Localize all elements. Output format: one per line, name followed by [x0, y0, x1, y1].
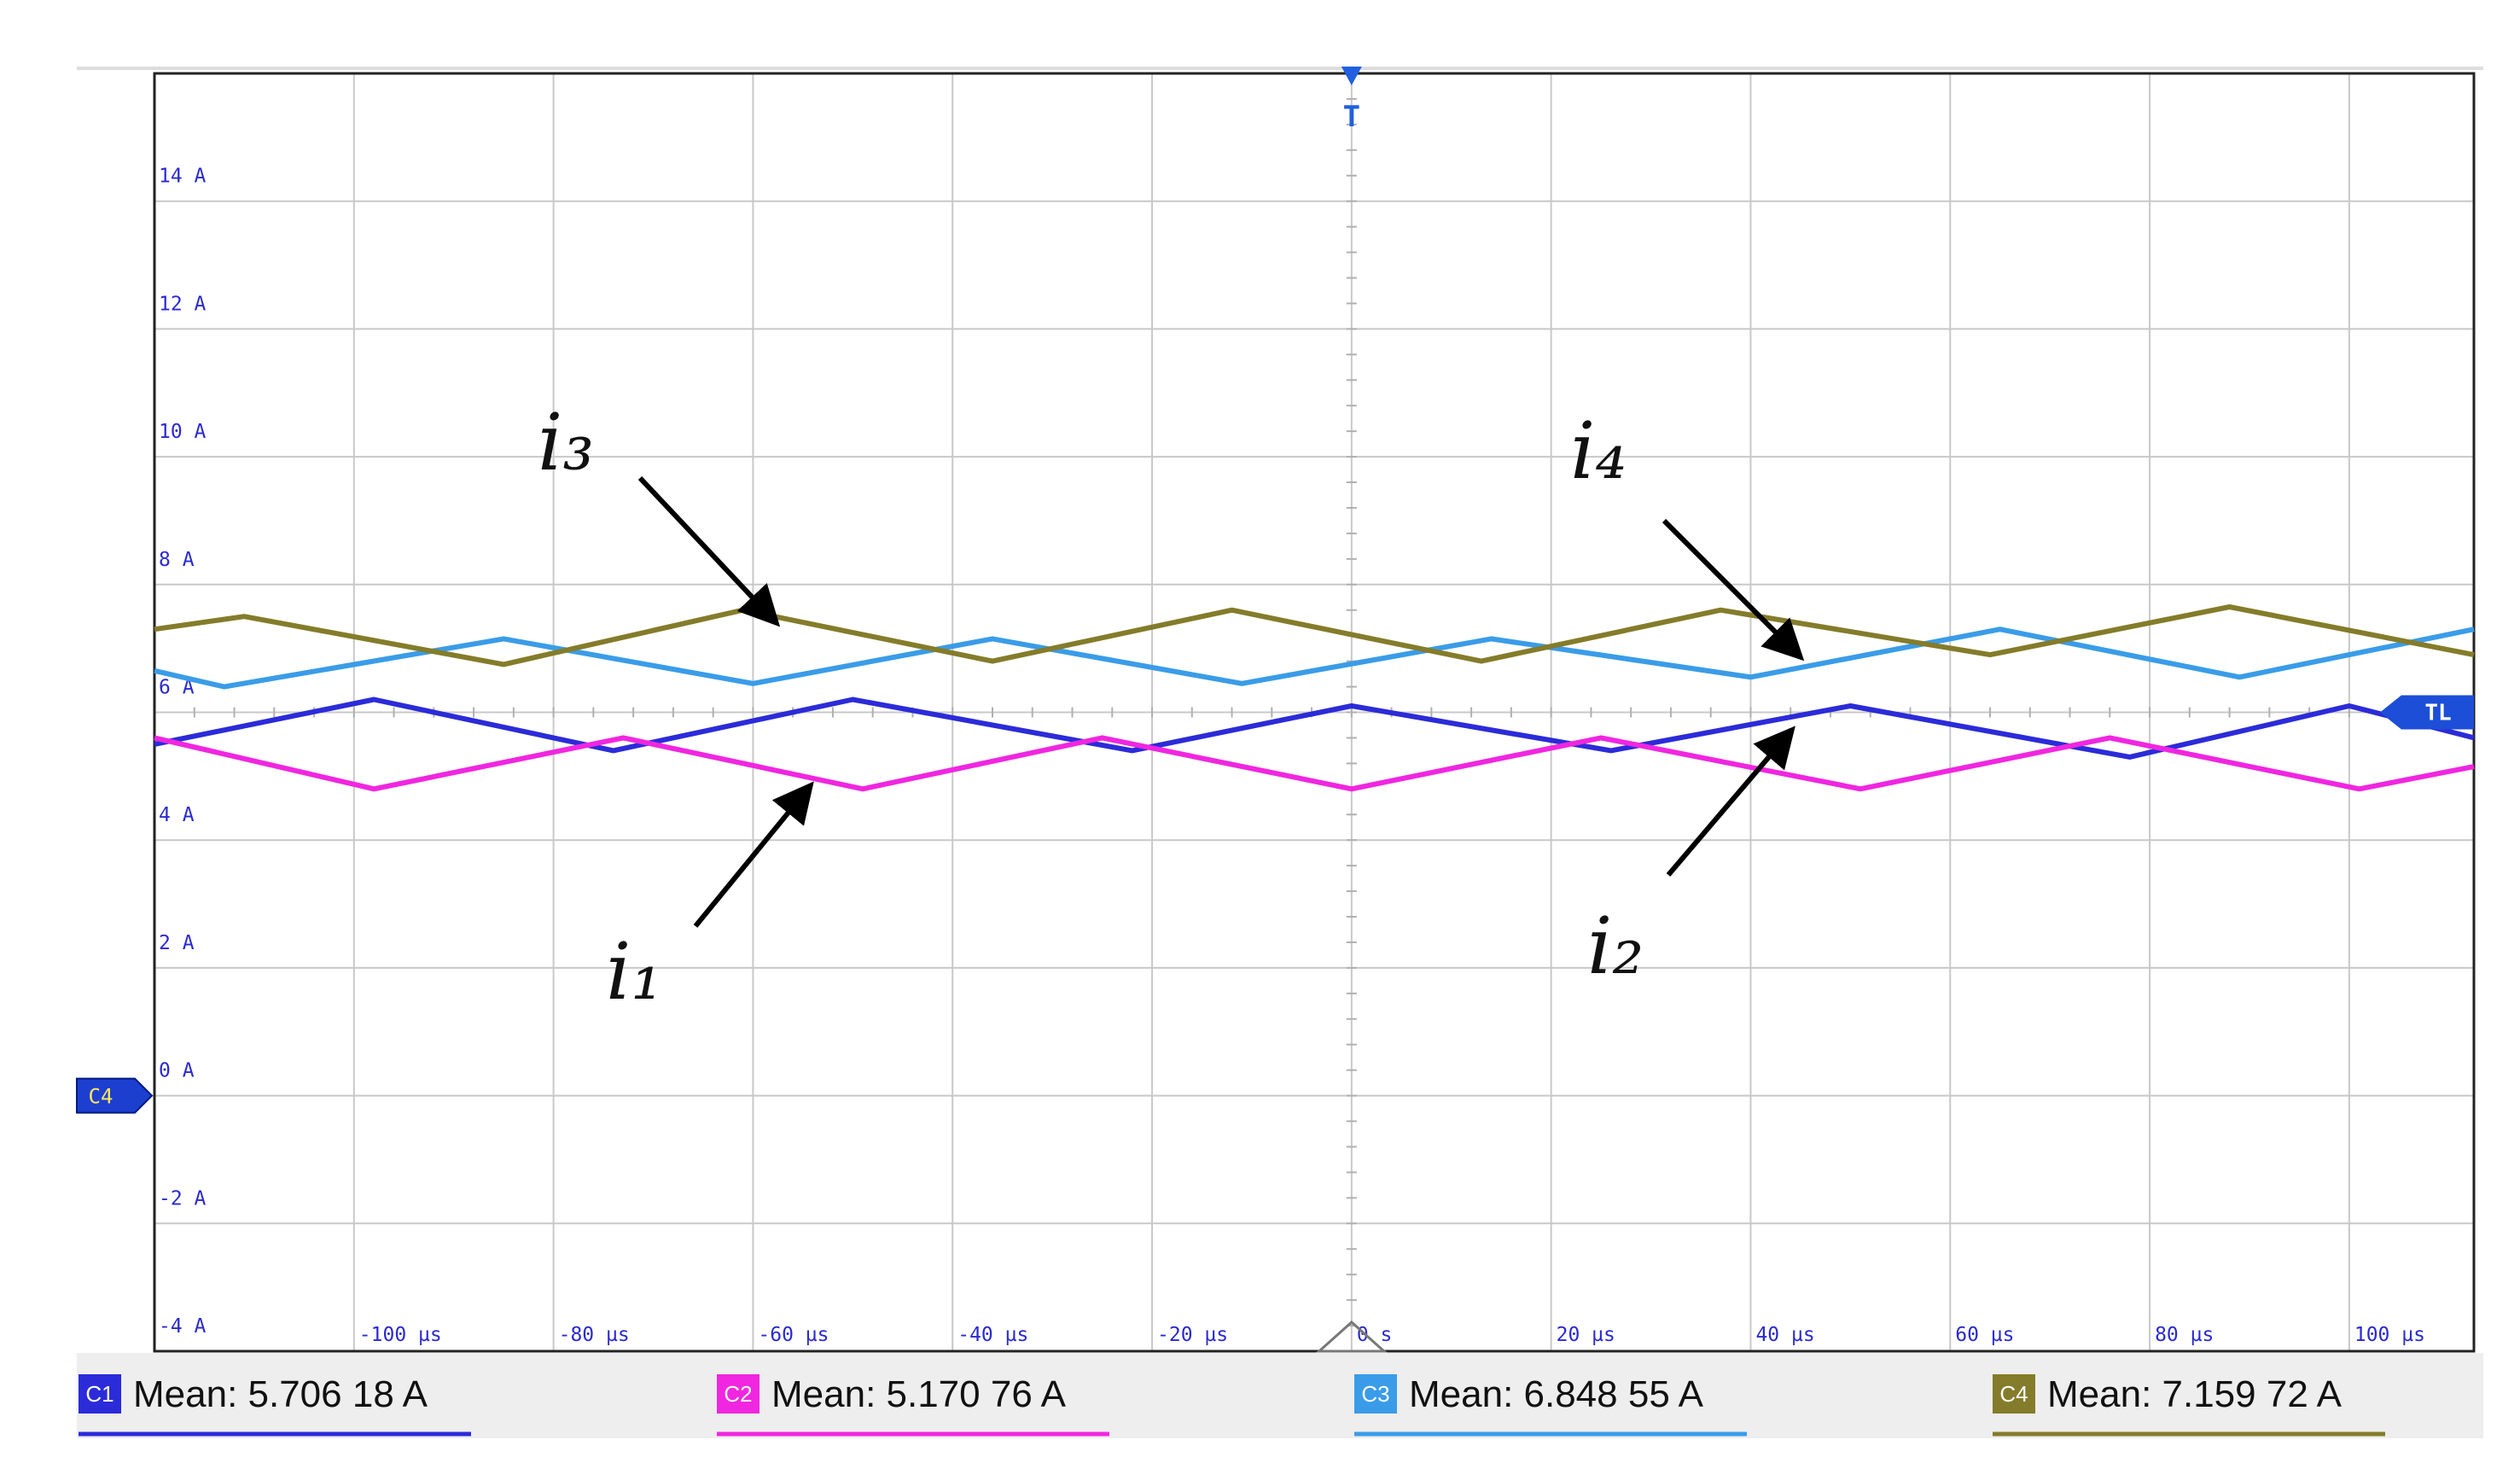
y-tick-label: -4 A — [159, 1315, 207, 1338]
x-tick-label: 80 µs — [2155, 1324, 2214, 1346]
ground-label: C4 — [89, 1085, 113, 1109]
x-tick-label: 100 µs — [2354, 1324, 2425, 1346]
annotation: i₂ — [1587, 901, 1644, 992]
arrow — [637, 475, 781, 627]
x-tick-label: -40 µs — [957, 1324, 1028, 1346]
x-tick-label: -80 µs — [559, 1324, 630, 1346]
y-tick-label: 12 A — [159, 293, 207, 315]
channel-badge — [717, 1374, 759, 1414]
x-tick-label: 60 µs — [1955, 1324, 2014, 1346]
channel-label: C1 — [85, 1381, 113, 1407]
measurement-bar — [77, 1353, 2483, 1438]
trace — [154, 604, 2475, 667]
channel-label: C3 — [1361, 1381, 1389, 1407]
measurement: Mean: 5.706 18 A — [133, 1373, 428, 1415]
channel-label: C2 — [724, 1381, 752, 1407]
trigger-label: T — [1343, 100, 1360, 134]
x-tick-label: 20 µs — [1557, 1324, 1615, 1346]
y-tick-label: 14 A — [159, 166, 207, 188]
y-tick-label: 2 A — [159, 932, 195, 954]
trace — [154, 697, 2475, 760]
annotation: i₄ — [1570, 405, 1627, 497]
trigger-level-label: TL — [2424, 701, 2451, 726]
channel-label: C4 — [1999, 1381, 2028, 1407]
trigger-origin — [1315, 1320, 1388, 1353]
y-tick-label: 10 A — [159, 421, 207, 443]
channel-badge — [79, 1374, 121, 1414]
y-tick-label: -2 A — [159, 1187, 207, 1210]
trace — [154, 735, 2475, 792]
ground-tag — [76, 1077, 154, 1114]
y-tick-label: 4 A — [159, 804, 195, 826]
y-tick-label: 8 A — [159, 549, 195, 571]
measurement: Mean: 7.159 72 A — [2047, 1373, 2342, 1415]
channel-badge — [1993, 1374, 2035, 1414]
x-tick-label: -100 µs — [359, 1324, 442, 1346]
x-tick-label: 40 µs — [1755, 1324, 1814, 1346]
x-tick-label: -20 µs — [1157, 1324, 1228, 1346]
y-tick-label: 0 A — [159, 1060, 195, 1082]
measurement: Mean: 5.170 76 A — [771, 1373, 1067, 1415]
trace — [154, 627, 2475, 690]
arrow — [1662, 518, 1805, 662]
channel-badge — [1354, 1374, 1397, 1414]
measurement: Mean: 6.848 55 A — [1409, 1373, 1704, 1415]
annotation: i₃ — [538, 397, 594, 488]
x-tick-label: -60 µs — [758, 1324, 829, 1346]
arrow — [693, 781, 814, 928]
arrow — [1666, 726, 1795, 877]
annotation: i₁ — [606, 926, 662, 1017]
trigger-arrow — [1341, 67, 1362, 85]
trigger-level-tag — [2380, 695, 2474, 730]
